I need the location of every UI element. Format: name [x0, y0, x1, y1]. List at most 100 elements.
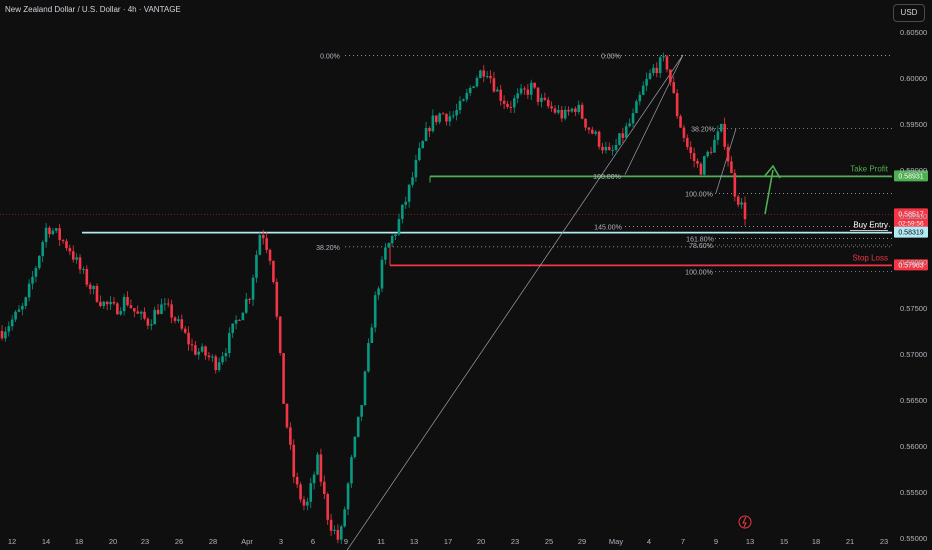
y-axis-tick-label: 0.60000: [900, 74, 927, 83]
candle: [82, 266, 85, 274]
candle: [743, 196, 747, 226]
candle-body: [289, 427, 292, 445]
candle: [343, 506, 346, 528]
candle-body: [197, 351, 201, 355]
candle-body: [7, 326, 11, 332]
candle-body: [85, 269, 89, 285]
candle: [455, 103, 458, 121]
candle: [645, 72, 648, 92]
candle-body: [628, 123, 631, 127]
candle-body: [285, 403, 289, 428]
candle: [624, 122, 628, 140]
candle-body: [567, 109, 570, 112]
currency-button[interactable]: USD: [893, 4, 925, 22]
candle-body: [702, 156, 706, 175]
candle-body: [65, 241, 68, 249]
candle: [177, 315, 180, 324]
candle: [197, 348, 201, 360]
x-axis-tick-label: Apr: [241, 537, 253, 546]
x-axis-tick-label: 17: [444, 537, 452, 546]
candle-body: [523, 88, 526, 90]
candle-body: [360, 405, 363, 417]
candle: [424, 121, 428, 142]
candle: [326, 492, 329, 525]
candle: [71, 245, 75, 263]
candle-body: [221, 356, 224, 363]
candle-body: [401, 204, 404, 220]
candle: [143, 307, 146, 321]
candle-body: [241, 312, 245, 321]
candle-body: [492, 78, 496, 92]
candle-body: [580, 104, 584, 119]
y-axis-tick-label: 0.60500: [900, 28, 927, 37]
y-axis[interactable]: 0.60500 0.60000 0.59500 0.59000 0.58500 0.580…: [900, 28, 927, 543]
candle: [48, 225, 51, 238]
candle-body: [173, 317, 177, 321]
candle-body: [27, 283, 31, 298]
candle: [285, 403, 289, 429]
candle-body: [48, 227, 51, 235]
candle: [275, 278, 279, 320]
candle: [51, 228, 55, 236]
candle: [183, 325, 187, 335]
candle: [278, 316, 282, 356]
candle: [387, 242, 391, 248]
x-axis[interactable]: 12 14 18 20 23 26 28 Apr 3 6 9 11 13 17 20 23 25 29 May 4 7 9…: [8, 537, 888, 546]
fib-level-label: 38.20%: [691, 127, 715, 134]
candle-body: [519, 88, 523, 94]
candle: [706, 150, 709, 158]
candle-body: [356, 416, 360, 437]
candle-body: [641, 85, 645, 95]
candle: [363, 370, 367, 407]
candle-body: [414, 160, 418, 178]
candle-body: [234, 319, 238, 324]
candle: [75, 253, 78, 264]
candle: [543, 92, 547, 102]
candle-body: [302, 499, 306, 506]
candle: [136, 305, 140, 314]
candle: [353, 436, 357, 459]
candle: [339, 524, 343, 545]
candle-body: [21, 305, 24, 310]
candle: [58, 223, 61, 246]
candle-body: [200, 346, 204, 352]
candle: [462, 98, 465, 102]
candle: [265, 232, 268, 254]
candle: [166, 298, 170, 308]
candle-body: [587, 127, 591, 130]
candle-body: [319, 454, 323, 482]
candle: [156, 303, 160, 315]
candle-body: [506, 103, 509, 107]
candle: [241, 312, 245, 321]
candle: [431, 109, 435, 133]
candle-body: [652, 67, 655, 74]
candle-body: [489, 76, 492, 79]
x-axis-tick-label: 9: [714, 537, 718, 546]
candle-body: [44, 227, 48, 243]
candle-body: [316, 454, 319, 475]
candle: [180, 314, 184, 331]
candle: [499, 84, 503, 106]
candle-body: [292, 444, 296, 477]
take-profit-label: Take Profit: [850, 164, 889, 173]
candle: [723, 117, 726, 150]
candle-body: [258, 234, 262, 255]
candle: [14, 310, 17, 322]
candle-body: [187, 332, 190, 345]
candle: [472, 85, 475, 89]
candle-body: [428, 127, 431, 132]
candle: [519, 84, 523, 96]
candle: [350, 454, 353, 488]
candle: [533, 82, 536, 90]
lightning-icon: [738, 515, 752, 529]
candle: [570, 107, 574, 113]
x-axis-tick-label: 18: [75, 537, 83, 546]
candle: [370, 323, 374, 344]
candle-body: [224, 353, 228, 357]
candle: [211, 354, 214, 363]
candle: [221, 352, 224, 366]
candle-body: [309, 483, 313, 502]
candle: [336, 524, 340, 544]
candle-body: [17, 309, 21, 312]
